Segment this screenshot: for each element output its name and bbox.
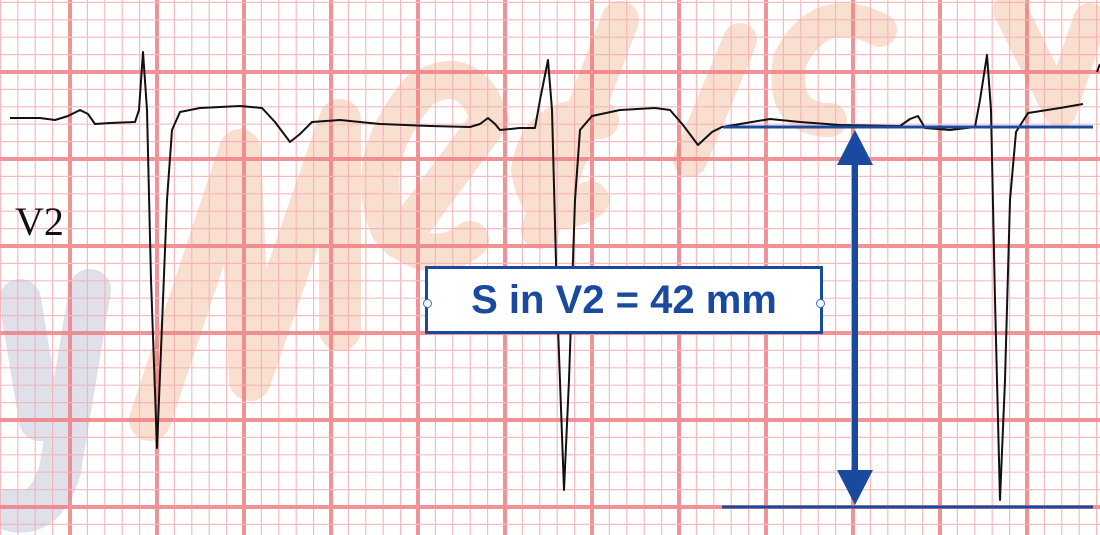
watermark-shape-e [361, 61, 509, 272]
measurement-annotation [722, 125, 1093, 509]
watermark-shape-n [993, 0, 1100, 127]
lead-label: V2 [15, 199, 64, 244]
watermark-shape-c [771, 3, 897, 137]
ecg-trace [10, 51, 1084, 501]
arrow-down-icon [837, 470, 873, 505]
watermark-shape-m [129, 99, 361, 441]
resize-handle-left[interactable] [423, 299, 432, 308]
resize-handle-right[interactable] [816, 299, 825, 308]
arrow-up-icon [837, 130, 873, 165]
measurement-label-text: S in V2 = 42 mm [471, 277, 777, 322]
measurement-label[interactable]: S in V2 = 42 mm [423, 266, 825, 334]
watermark-shape-y [0, 269, 111, 533]
